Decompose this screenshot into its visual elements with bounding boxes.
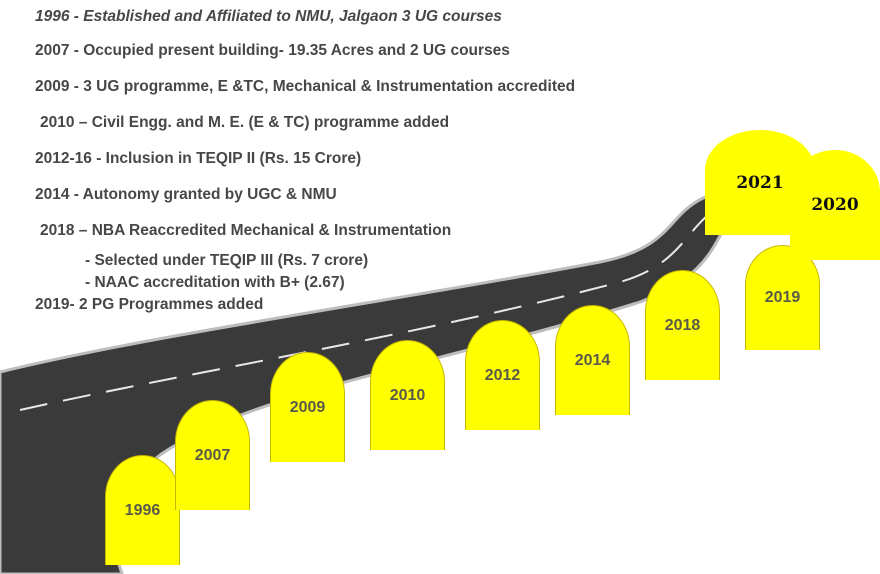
page: {"timeline": { "lines": [ "1996 - Establ… xyxy=(0,0,880,574)
timeline-text: 2019- 2 PG Programmes added xyxy=(35,296,263,314)
milestone: 2009 xyxy=(270,352,345,462)
milestone: 2012 xyxy=(465,320,540,430)
milestone: 2018 xyxy=(645,270,720,380)
timeline-text: 2007 - Occupied present building- 19.35 … xyxy=(35,42,510,60)
milestone: 2010 xyxy=(370,340,445,450)
timeline-text: 1996 - Established and Affiliated to NMU… xyxy=(35,8,502,26)
timeline-text: 2018 – NBA Reaccredited Mechanical & Ins… xyxy=(40,222,451,240)
milestone: 2020 xyxy=(790,150,880,260)
milestone: 2007 xyxy=(175,400,250,510)
milestone: 2019 xyxy=(745,245,820,350)
milestone: 1996 xyxy=(105,455,180,565)
timeline-text: 2009 - 3 UG programme, E &TC, Mechanical… xyxy=(35,78,575,96)
timeline-text: - NAAC accreditation with B+ (2.67) xyxy=(85,274,345,292)
timeline-text: 2012-16 - Inclusion in TEQIP II (Rs. 15 … xyxy=(35,150,361,168)
timeline-text: 2010 – Civil Engg. and M. E. (E & TC) pr… xyxy=(40,114,449,132)
milestone: 2014 xyxy=(555,305,630,415)
timeline-text: 2014 - Autonomy granted by UGC & NMU xyxy=(35,186,337,204)
timeline-text: - Selected under TEQIP III (Rs. 7 crore) xyxy=(85,252,368,270)
